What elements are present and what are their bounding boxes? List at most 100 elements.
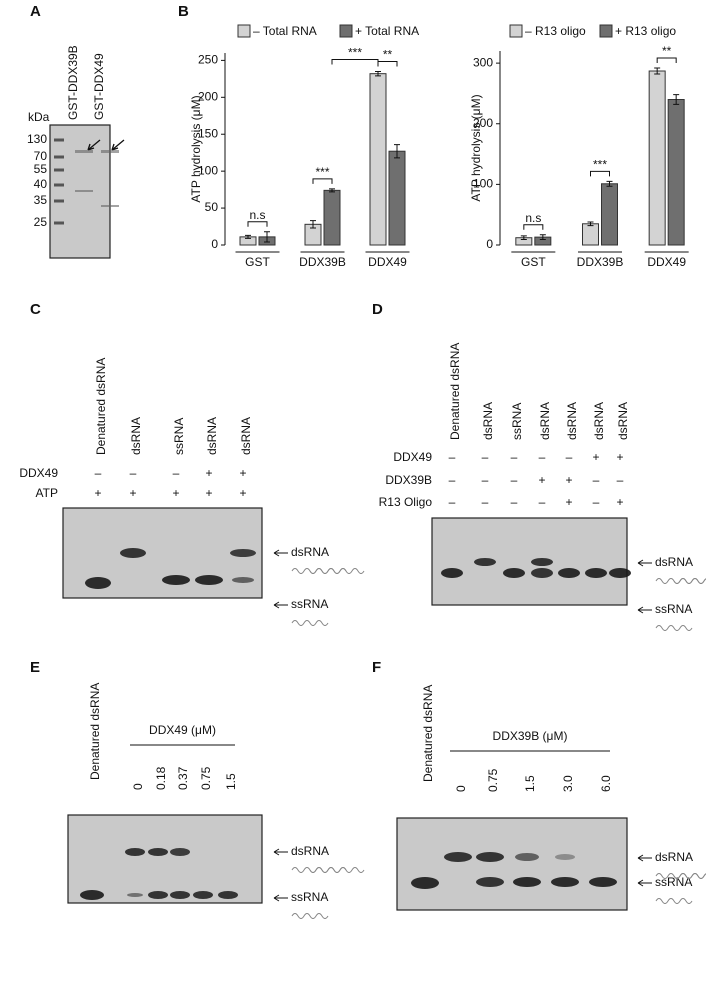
band-arrow: [637, 559, 652, 567]
lane-label: Denatured dsRNA: [88, 683, 102, 780]
band-label: dsRNA: [291, 545, 329, 559]
marker-label: 130: [27, 132, 47, 146]
legend-label: + Total RNA: [355, 24, 419, 38]
y-tick-label: 0: [486, 237, 493, 251]
significance-label: n.s: [249, 208, 265, 222]
concentration-label: 0: [454, 785, 468, 792]
bar: [582, 223, 599, 246]
row-sign: –: [511, 473, 518, 487]
significance-bracket: [590, 170, 610, 177]
row-label: DDX49: [19, 466, 58, 480]
marker-label: 70: [34, 149, 48, 163]
rna-band: [444, 852, 472, 862]
y-axis-label: ATP hydrolysis (μM): [469, 94, 483, 201]
error-bar: [245, 234, 251, 239]
rna-band: [589, 877, 617, 887]
rna-band: [476, 877, 504, 887]
concentration-label: 3.0: [561, 775, 575, 792]
y-tick-label: 150: [198, 126, 218, 140]
concentration-label: 6.0: [599, 775, 613, 792]
y-tick-label: 50: [205, 200, 219, 214]
rna-band: [148, 891, 168, 899]
legend-swatch: [339, 24, 353, 38]
rna-band: [476, 852, 504, 862]
legend-swatch: [237, 24, 251, 38]
rna-band: [148, 848, 168, 856]
concentration-label: 0.18: [154, 766, 168, 790]
rna-icon: [655, 625, 693, 631]
band-arrow: [637, 879, 652, 887]
concentration-label: 0.37: [176, 766, 190, 790]
arrows-a: [87, 139, 125, 151]
row-sign: –: [482, 495, 489, 509]
row-sign: –: [539, 495, 546, 509]
protein-band: [75, 150, 93, 153]
rna-band: [127, 893, 143, 897]
row-sign: –: [449, 495, 456, 509]
marker-label: 35: [34, 193, 48, 207]
row-sign: –: [130, 466, 137, 480]
panel-label: A: [30, 3, 41, 20]
y-tick-label: 300: [473, 55, 493, 69]
rna-band: [531, 558, 553, 566]
lane-label: dsRNA: [205, 417, 219, 455]
rna-band: [585, 568, 607, 578]
marker-label: 25: [34, 215, 48, 229]
unit-label: kDa: [28, 110, 50, 124]
y-tick-label: 0: [211, 237, 218, 251]
significance-bracket: [523, 224, 544, 230]
error-bar: [587, 221, 594, 227]
marker-label: 55: [34, 162, 48, 176]
significance-label: ***: [348, 46, 362, 60]
legend-label: + R13 oligo: [615, 24, 676, 38]
row-sign: +: [538, 473, 545, 487]
lane-label: dsRNA: [481, 402, 495, 440]
rna-band: [551, 877, 579, 887]
error-bar: [520, 235, 527, 241]
row-sign: –: [539, 450, 546, 464]
lane-label: dsRNA: [239, 417, 253, 455]
band-label: ssRNA: [655, 602, 692, 616]
bar: [601, 183, 618, 246]
rna-icon: [291, 620, 329, 626]
rna-band: [120, 548, 146, 558]
row-sign: +: [616, 495, 623, 509]
marker-band: [54, 183, 64, 187]
lane-label: GST-DDX39B: [66, 45, 80, 120]
row-sign: +: [205, 466, 212, 480]
rna-band: [515, 853, 539, 861]
rna-icon: [673, 578, 706, 584]
significance-bracket: [331, 58, 379, 65]
band-label: dsRNA: [291, 844, 329, 858]
panel-label: E: [30, 659, 40, 676]
band-arrow: [273, 549, 288, 557]
row-label: DDX49: [393, 450, 432, 464]
marker-band: [54, 199, 64, 203]
x-tick-label: DDX49: [647, 255, 686, 269]
significance-bracket: [377, 60, 398, 67]
bar: [388, 150, 406, 246]
rna-band: [85, 577, 111, 589]
row-sign: –: [617, 473, 624, 487]
band-label: dsRNA: [655, 555, 693, 569]
bar: [369, 73, 387, 246]
row-sign: –: [593, 495, 600, 509]
x-tick-label: DDX39B: [577, 255, 624, 269]
rna-band: [162, 575, 190, 585]
band-label: ssRNA: [291, 597, 328, 611]
panel-label: F: [372, 659, 381, 676]
lane-label: dsRNA: [616, 402, 630, 440]
error-bar: [329, 188, 335, 193]
row-sign: +: [565, 473, 572, 487]
row-sign: –: [566, 450, 573, 464]
marker-band: [54, 168, 64, 172]
rna-band: [474, 558, 496, 566]
lane-label: ssRNA: [510, 403, 524, 440]
band-arrow: [273, 601, 288, 609]
row-sign: +: [565, 495, 572, 509]
rna-icon: [291, 913, 329, 919]
bar: [323, 189, 341, 246]
lane-label: Denatured dsRNA: [448, 343, 462, 440]
band-arrow: [637, 854, 652, 862]
